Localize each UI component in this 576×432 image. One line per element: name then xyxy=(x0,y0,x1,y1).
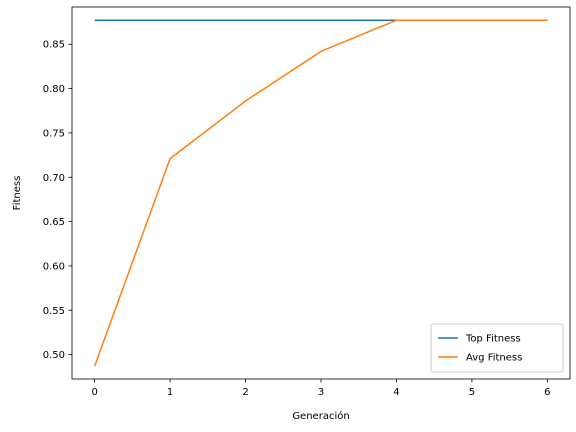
legend-box xyxy=(430,323,564,373)
y-axis-label: Fitness xyxy=(12,176,23,211)
x-tick-label: 1 xyxy=(167,387,173,398)
x-axis-label: Generación xyxy=(292,410,349,422)
y-tick-label: 0.55 xyxy=(43,306,65,317)
y-tick-label: 0.75 xyxy=(43,128,65,139)
legend-label: Avg Fitness xyxy=(466,353,522,364)
plot-lines xyxy=(93,19,548,367)
y-tick-label: 0.85 xyxy=(43,40,65,51)
x-tick-label: 6 xyxy=(544,387,550,398)
y-tick-label: 0.80 xyxy=(43,84,65,95)
y-tick-label: 0.70 xyxy=(43,173,65,184)
x-axis-ticks: 0 1 2 3 4 5 6 xyxy=(91,379,551,398)
y-axis-ticks: 0.50 0.55 0.60 0.65 0.70 0.75 0.80 0.85 xyxy=(43,40,72,361)
series-line-1 xyxy=(93,19,548,367)
x-tick-label: 0 xyxy=(91,387,97,398)
y-tick-label: 0.50 xyxy=(43,350,65,361)
x-tick-label: 4 xyxy=(393,387,399,398)
y-tick-label: 0.60 xyxy=(43,261,65,272)
plot-frame xyxy=(71,6,571,380)
legend: Top Fitness Avg Fitness xyxy=(430,323,564,373)
legend-label: Top Fitness xyxy=(465,334,521,345)
x-tick-label: 2 xyxy=(242,387,248,398)
x-tick-label: 3 xyxy=(318,387,324,398)
y-tick-label: 0.65 xyxy=(43,217,65,228)
x-tick-label: 5 xyxy=(469,387,475,398)
